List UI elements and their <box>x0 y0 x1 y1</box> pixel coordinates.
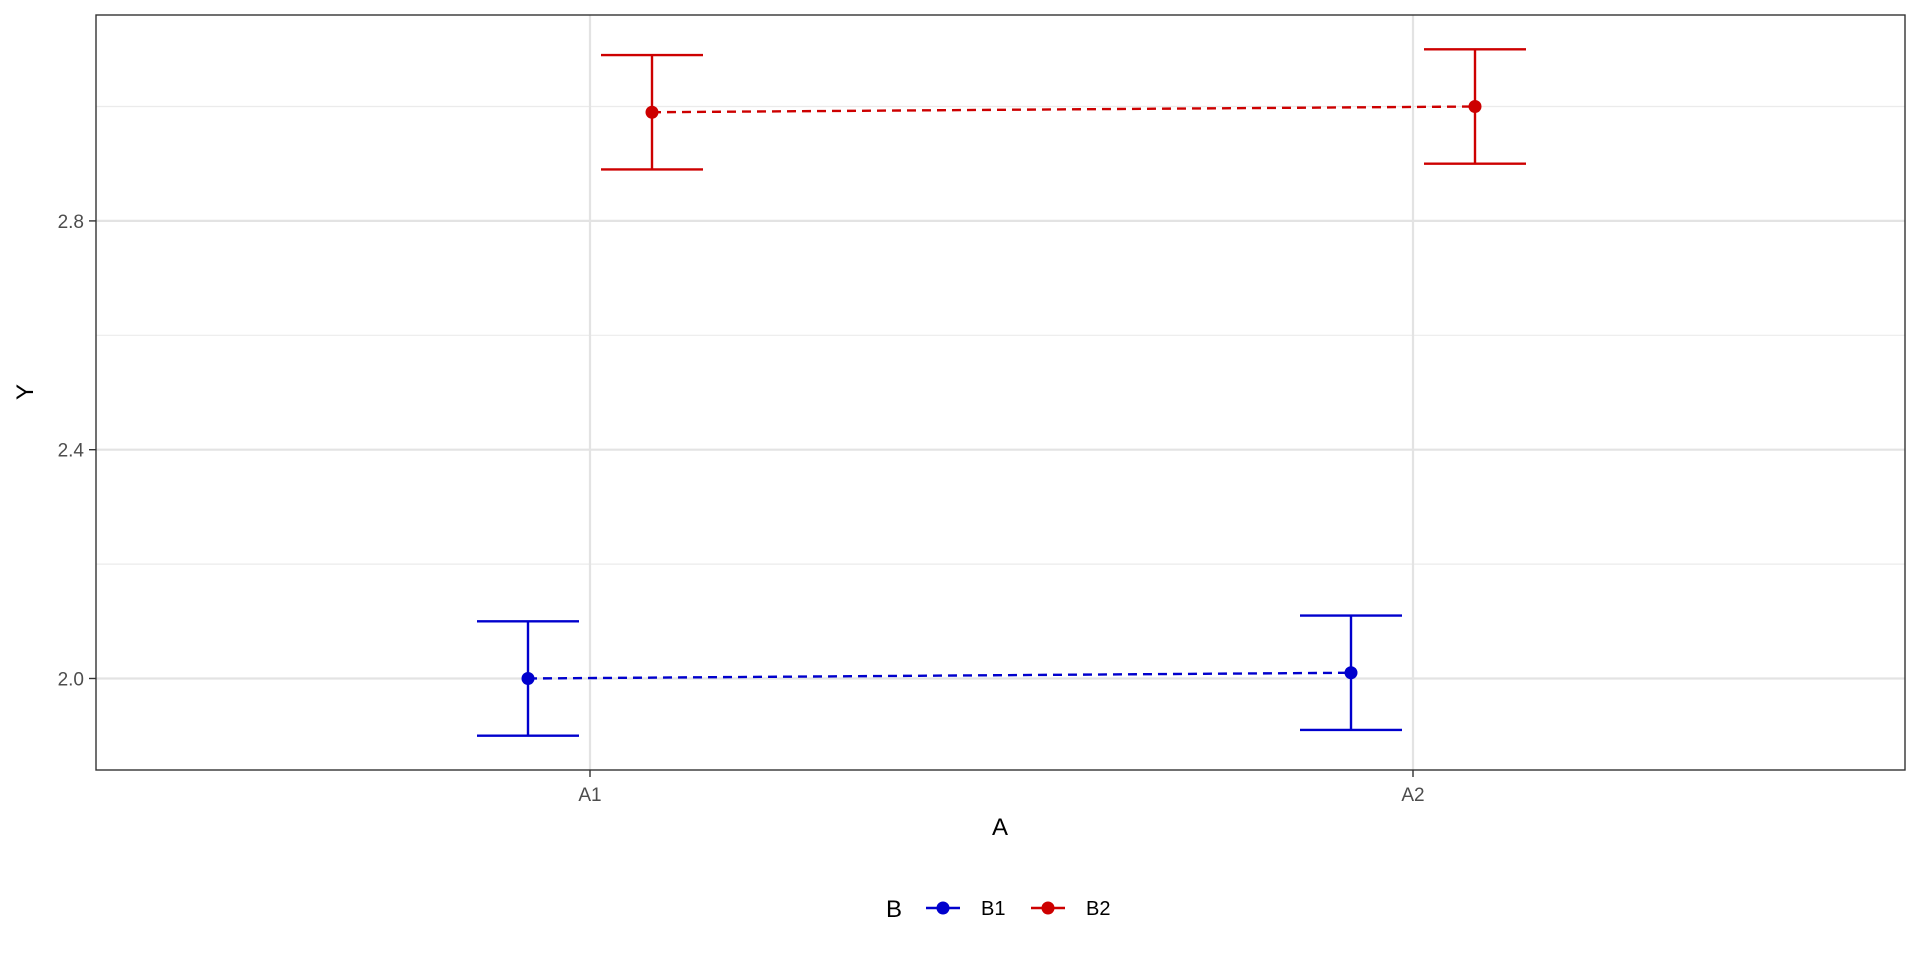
series-line-B2 <box>651 105 1476 114</box>
legend-title: B <box>886 896 902 923</box>
data-point-B1 <box>1344 666 1358 680</box>
legend-key-point-B2 <box>1041 901 1055 915</box>
data-point-B1 <box>521 671 535 685</box>
panel-border <box>95 14 1906 771</box>
legend: B B1 B2 <box>886 896 1110 923</box>
x-axis-title: A <box>992 814 1008 841</box>
data-point-B2 <box>645 105 659 119</box>
axes: 2.0 2.4 2.8 A1 A2 <box>58 212 1425 806</box>
y-axis-title: Y <box>12 384 39 400</box>
data-layer <box>477 48 1526 737</box>
data-point-B2 <box>1468 100 1482 114</box>
y-tick-label: 2.0 <box>58 669 84 690</box>
legend-label-B1: B1 <box>981 898 1005 920</box>
x-tick-label: A2 <box>1401 785 1424 806</box>
y-tick-label: 2.4 <box>58 441 85 462</box>
legend-label-B2: B2 <box>1086 898 1110 920</box>
series-line-B1 <box>527 671 1352 680</box>
grid-lines <box>96 15 1905 770</box>
x-tick-label: A1 <box>578 785 601 806</box>
y-tick-label: 2.8 <box>58 212 84 233</box>
legend-key-point-B1 <box>936 901 950 915</box>
